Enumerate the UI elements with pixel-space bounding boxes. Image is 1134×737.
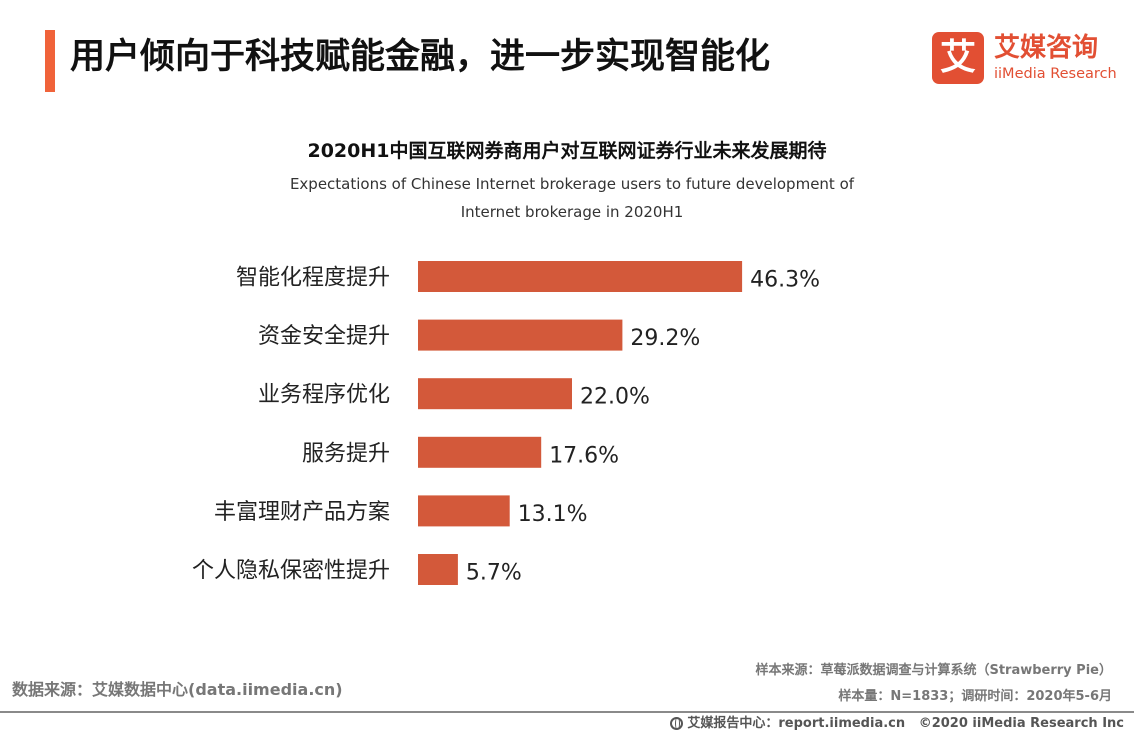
page-title: 用户倾向于科技赋能金融，进一步实现智能化 [70,37,771,77]
category-label-4: 丰富理财产品方案 [214,500,390,525]
logo-mark-icon: 艾 [932,32,984,84]
bar-4 [418,495,510,527]
bar-1 [418,319,623,351]
value-label-0: 46.3% [750,268,820,293]
title-accent-bar [45,30,55,92]
logo-name-cn: 艾媒咨询 [994,33,1099,63]
category-label-3: 服务提升 [302,441,390,466]
chart-title: 2020H1中国互联网券商用户对互联网证券行业未来发展期待 [307,140,827,162]
iimedia-logo: 艾 艾媒咨询 iiMedia Research [932,32,1122,88]
footer-divider [0,711,1134,713]
sample-notes: 样本来源：草莓派数据调查与计算系统（Strawberry Pie） 样本量：N=… [755,658,1112,710]
copyright: ©2020 iiMedia Research Inc [918,716,1124,731]
chart-subtitle-line-2: Internet brokerage in 2020H1 [460,203,684,221]
bottom-bar: 艾媒报告中心：report.iimedia.cn ©2020 iiMedia R… [670,713,1124,735]
bar-2 [418,378,572,410]
chart-subtitle: Expectations of Chinese Internet brokera… [287,170,857,226]
bar-3 [418,436,542,468]
chart-subtitle-line-1: Expectations of Chinese Internet brokera… [289,175,855,193]
value-label-2: 22.0% [580,385,650,410]
category-label-1: 资金安全提升 [258,324,390,349]
globe-icon [670,717,684,730]
category-label-5: 个人隐私保密性提升 [192,559,390,584]
sample-source: 样本来源：草莓派数据调查与计算系统（Strawberry Pie） [755,663,1112,678]
bar-5 [418,554,458,585]
value-label-1: 29.2% [630,326,700,351]
data-source: 数据来源：艾媒数据中心(data.iimedia.cn) [12,680,343,699]
report-center-link[interactable]: 艾媒报告中心：report.iimedia.cn [687,716,906,731]
value-label-3: 17.6% [549,443,619,468]
logo-name-en: iiMedia Research [994,66,1117,82]
category-label-0: 智能化程度提升 [236,266,390,291]
value-label-5: 5.7% [466,561,522,586]
sample-info: 样本量：N=1833；调研时间：2020年5-6月 [838,689,1112,704]
bar-0 [418,261,743,292]
category-label-2: 业务程序优化 [258,383,390,408]
value-label-4: 13.1% [518,502,588,527]
